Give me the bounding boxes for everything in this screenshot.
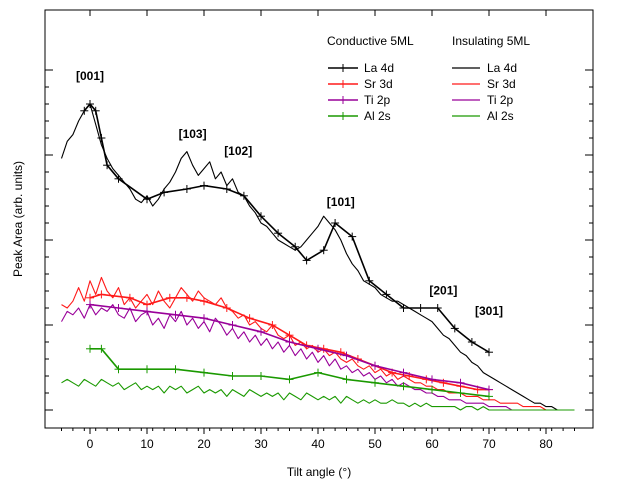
x-tick-label: 40 (311, 437, 325, 451)
data-point-ti-2p-conductive (285, 338, 294, 346)
data-point-la-4d-conductive (382, 290, 391, 299)
legend-title-conductive: Conductive 5ML (327, 34, 414, 48)
x-tick-label: 0 (87, 437, 94, 451)
annotation-label: [102] (224, 144, 252, 158)
data-point-ti-2p-conductive (428, 375, 436, 384)
data-point-la-4d-conductive (291, 242, 300, 251)
data-point-al-2s-conductive (171, 365, 180, 374)
series-line-al-2s-insulating (61, 378, 575, 411)
data-point-al-2s-conductive (314, 368, 322, 377)
legend-label-conductive-al-2s: Al 2s (364, 109, 391, 123)
series-line-ti-2p-insulating (61, 304, 575, 411)
data-point-sr-3d-conductive (143, 300, 151, 309)
ticks-layer: 0 10 20 30 40 50 60 70 80 (45, 10, 593, 451)
data-point-la-4d-conductive (182, 185, 191, 193)
series-line-al-2s-conductive (90, 347, 490, 398)
data-point-ti-2p-conductive (314, 344, 322, 353)
data-point-ti-2p-conductive (342, 351, 351, 360)
data-point-ti-2p-conductive (257, 327, 265, 336)
data-point-la-4d-conductive (399, 304, 408, 312)
data-point-al-2s-conductive (399, 382, 408, 391)
legend-label-insulating-la-4d: La 4d (487, 61, 517, 75)
data-point-ti-2p-conductive (228, 321, 237, 329)
data-point-la-4d-conductive (433, 304, 442, 312)
x-tick-label: 10 (140, 437, 154, 451)
x-tick-label: 80 (539, 437, 553, 451)
legend-label-conductive-sr-3d: Sr 3d (364, 77, 393, 91)
x-tick-label: 20 (197, 437, 211, 451)
data-point-sr-3d-conductive (245, 314, 254, 323)
data-point-sr-3d-conductive (200, 297, 208, 306)
data-point-al-2s-conductive (114, 365, 123, 374)
data-point-la-4d-conductive (302, 256, 311, 265)
data-point-la-4d-conductive (467, 338, 476, 346)
data-point-al-2s-conductive (257, 372, 265, 380)
data-point-ti-2p-conductive (456, 378, 465, 387)
data-point-al-2s-conductive (200, 368, 208, 377)
data-point-sr-3d-conductive (97, 290, 106, 299)
annotation-label: [201] (429, 283, 457, 297)
data-point-la-4d-conductive (97, 134, 106, 142)
data-point-la-4d-conductive (200, 181, 208, 190)
data-point-la-4d-conductive (365, 276, 374, 285)
legend-label-insulating-al-2s: Al 2s (487, 109, 514, 123)
series-layer (60, 100, 575, 411)
series-line-sr-3d-insulating (61, 276, 575, 411)
data-point-la-4d-conductive (274, 229, 283, 238)
data-point-ti-2p-conductive (399, 368, 408, 377)
x-tick-label: 60 (425, 437, 439, 451)
data-point-al-2s-conductive (285, 375, 294, 384)
data-point-al-2s-conductive (371, 378, 379, 387)
data-point-la-4d-conductive (91, 106, 100, 115)
data-point-al-2s-conductive (86, 344, 94, 353)
data-point-al-2s-conductive (228, 372, 237, 380)
data-point-ti-2p-conductive (200, 314, 208, 323)
data-point-ti-2p-conductive (114, 304, 123, 312)
legend-label-conductive-la-4d: La 4d (364, 61, 394, 75)
data-point-la-4d-conductive (103, 161, 112, 170)
x-axis-label: Tilt angle (°) (287, 465, 351, 479)
data-point-ti-2p-conductive (171, 310, 180, 319)
data-point-la-4d-conductive (257, 212, 265, 221)
legend-rows: La 4d La 4d Sr 3d Sr 3d Ti 2p Ti 2p Al 2s Al 2s (328, 61, 517, 123)
data-point-al-2s-conductive (143, 365, 151, 374)
data-point-al-2s-conductive (456, 389, 465, 397)
x-tick-label: 50 (368, 437, 382, 451)
data-point-la-4d-conductive (222, 185, 231, 193)
series-line-la-4d-insulating (60, 103, 575, 411)
annotation-label: [103] (179, 127, 207, 141)
data-point-la-4d-conductive (331, 219, 340, 227)
annotation-layer: [001] [103] [102] [101] [201] [301] (76, 69, 503, 318)
annotation-label: [301] (475, 304, 503, 318)
data-point-al-2s-conductive (342, 375, 351, 384)
legend-title-insulating: Insulating 5ML (452, 34, 530, 48)
series-line-la-4d-conductive (83, 103, 490, 353)
plot-frame (44, 9, 594, 429)
data-point-la-4d-conductive (485, 348, 493, 357)
data-point-la-4d-conductive (450, 324, 459, 333)
annotation-label: [001] (76, 69, 104, 83)
legend-label-insulating-ti-2p: Ti 2p (487, 93, 514, 107)
annotation-label: [101] (327, 195, 355, 209)
x-tick-label: 70 (482, 437, 496, 451)
data-point-ti-2p-conductive (371, 361, 379, 370)
legend: Conductive 5ML Insulating 5ML La 4d La 4d… (327, 34, 530, 123)
x-tick-label: 30 (254, 437, 268, 451)
data-point-la-4d-conductive (416, 304, 425, 312)
data-point-al-2s-conductive (97, 344, 106, 353)
data-point-ti-2p-conductive (485, 385, 493, 394)
data-point-la-4d-conductive (319, 246, 328, 255)
data-point-la-4d-conductive (348, 232, 357, 241)
y-axis-label: Peak Area (arb. units) (11, 161, 25, 277)
data-point-sr-3d-conductive (165, 293, 174, 302)
legend-label-insulating-sr-3d: Sr 3d (487, 77, 516, 91)
data-point-sr-3d-conductive (86, 293, 94, 302)
legend-label-conductive-ti-2p: Ti 2p (364, 93, 391, 107)
data-point-al-2s-conductive (485, 392, 493, 401)
data-point-al-2s-conductive (428, 385, 436, 394)
